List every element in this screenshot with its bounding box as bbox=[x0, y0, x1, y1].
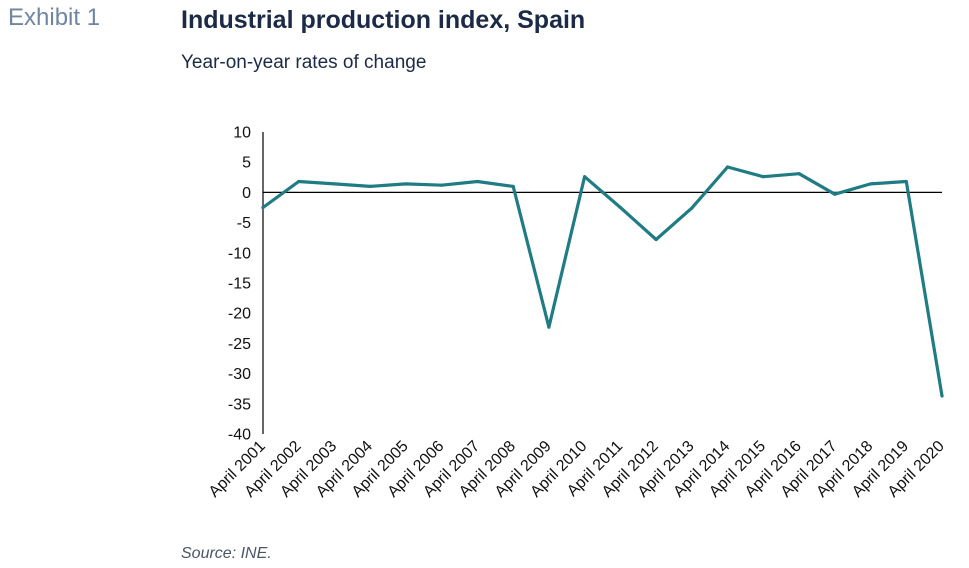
y-tick-label: -25 bbox=[228, 336, 251, 353]
y-tick-label: -35 bbox=[228, 396, 251, 413]
source-note: Source: INE. bbox=[181, 545, 272, 562]
data-point bbox=[904, 179, 908, 184]
y-tick-label: 0 bbox=[242, 185, 251, 202]
series-line bbox=[261, 165, 944, 398]
data-point bbox=[797, 172, 801, 176]
data-point bbox=[547, 325, 551, 329]
data-point bbox=[332, 182, 337, 186]
chart-title: Industrial production index, Spain bbox=[181, 6, 586, 34]
series-layer bbox=[261, 165, 944, 398]
data-point bbox=[475, 179, 480, 184]
data-point bbox=[297, 179, 301, 184]
data-point bbox=[833, 192, 837, 196]
data-point bbox=[654, 237, 658, 242]
data-point bbox=[940, 394, 944, 398]
data-point bbox=[618, 205, 622, 210]
exhibit-label: Exhibit 1 bbox=[8, 4, 101, 31]
y-tick-label: -20 bbox=[228, 306, 251, 323]
y-tick-label: 5 bbox=[242, 155, 251, 172]
data-point bbox=[261, 205, 265, 210]
data-point bbox=[440, 183, 444, 187]
y-axis: 10 5 0 -5 -10 -15 -20 -25 -30 -35 -40 bbox=[228, 125, 264, 444]
data-point bbox=[761, 175, 765, 179]
y-tick-label: 10 bbox=[233, 125, 251, 142]
chart-subtitle: Year-on-year rates of change bbox=[181, 52, 427, 73]
y-tick-label: -15 bbox=[228, 276, 251, 293]
data-point bbox=[725, 165, 730, 169]
y-tick-label: -10 bbox=[228, 245, 251, 262]
data-point bbox=[404, 182, 408, 186]
data-point bbox=[583, 175, 587, 179]
data-point bbox=[368, 184, 372, 188]
y-tick-label: -40 bbox=[228, 427, 251, 444]
y-tick-label: -5 bbox=[237, 215, 251, 232]
data-point bbox=[511, 184, 515, 188]
data-point bbox=[690, 206, 694, 210]
y-tick-label: -30 bbox=[228, 366, 251, 383]
data-point bbox=[868, 182, 873, 186]
